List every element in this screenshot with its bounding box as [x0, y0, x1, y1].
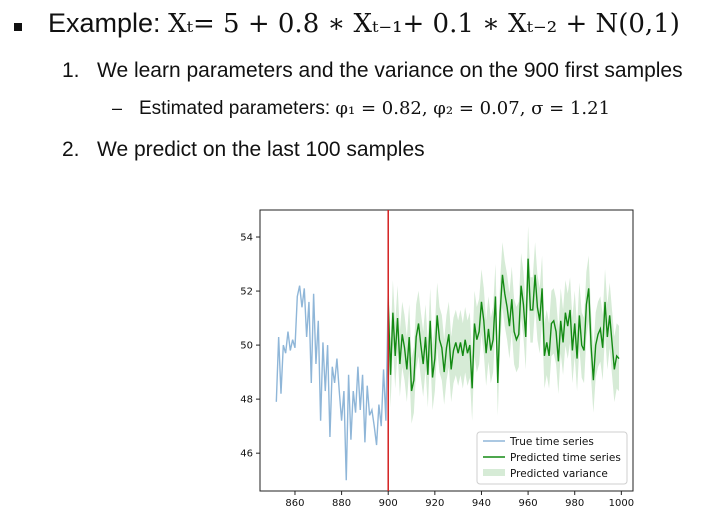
true-series-line [275, 285, 389, 481]
predicted-series-group [387, 258, 620, 392]
legend-variance-swatch [483, 469, 505, 476]
legend-variance-label: Predicted variance [510, 468, 608, 480]
sub-bullet-dash: – [112, 98, 123, 118]
x-tick-label: 960 [519, 498, 538, 509]
y-tick-label: 54 [240, 233, 253, 244]
x-axis-ticks: 860 880 900 920 940 960 980 1000 [285, 491, 634, 509]
example-label: Example: [48, 8, 169, 38]
bullet-square-icon [14, 23, 22, 31]
estimated-parameters-values: φ₁ = 0.82, φ₂ = 0.07, σ = 1.21 [335, 98, 611, 119]
x-tick-label: 860 [285, 498, 304, 509]
legend-true-label: True time series [509, 436, 594, 448]
item2-number: 2. [62, 138, 80, 161]
x-tick-label: 920 [425, 498, 444, 509]
x-tick-label: 880 [332, 498, 351, 509]
y-tick-label: 52 [240, 287, 253, 298]
example-heading: Example: Xₜ= 5 + 0.8 ∗ Xₜ₋₁+ 0.1 ∗ Xₜ₋₂ … [48, 8, 680, 39]
example-equation: Xₜ= 5 + 0.8 ∗ Xₜ₋₁+ 0.1 ∗ Xₜ₋₂ + N(0,1) [168, 9, 680, 39]
x-tick-label: 940 [472, 498, 491, 509]
legend-box [476, 431, 628, 485]
estimated-parameters-label: Estimated parameters: [139, 98, 336, 119]
predicted-series-line [387, 258, 620, 392]
variance-band [388, 225, 620, 424]
item1-number: 1. [62, 59, 80, 82]
y-axis-ticks: 46 48 50 52 54 [240, 233, 260, 460]
x-tick-label: 900 [379, 498, 398, 509]
legend-pred-label: Predicted time series [510, 452, 621, 464]
true-series-group [275, 285, 389, 481]
y-tick-label: 48 [240, 395, 253, 406]
variance-band-group [388, 225, 620, 424]
x-tick-label: 1000 [609, 498, 634, 509]
legend: True time series Predicted time series P… [476, 431, 628, 485]
estimated-parameters: Estimated parameters: φ₁ = 0.82, φ₂ = 0.… [139, 98, 610, 120]
item1-text: We learn parameters and the variance on … [97, 59, 683, 82]
x-tick-label: 980 [565, 498, 584, 509]
y-tick-label: 46 [240, 449, 253, 460]
item2-text: We predict on the last 100 samples [97, 138, 425, 161]
y-tick-label: 50 [240, 341, 253, 352]
